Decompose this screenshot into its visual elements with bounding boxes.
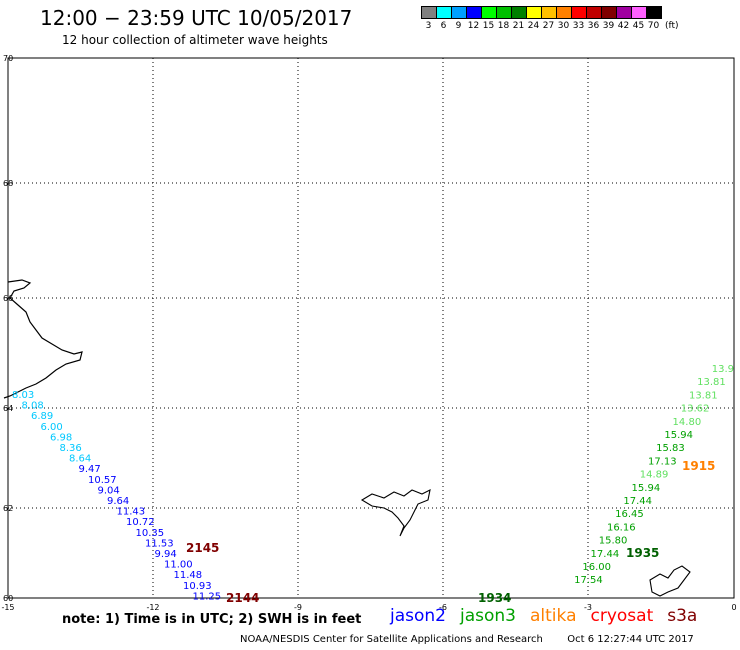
jason2-wave-value: 6.98 <box>50 432 72 443</box>
legend-label: 27 <box>542 21 555 31</box>
satellite-jason2-label: jason2 <box>390 606 446 626</box>
legend-label: 6 <box>440 21 447 31</box>
jason2-wave-value: 8.03 <box>12 390 34 401</box>
jason3-wave-value: 17.13 <box>648 456 677 467</box>
map-frame <box>7 57 735 599</box>
legend-label: 12 <box>467 21 480 31</box>
pass-time-marker: 2144 <box>226 591 259 605</box>
jason3-wave-value: 16.45 <box>615 509 644 520</box>
x-tick-label: -3 <box>584 603 592 612</box>
jason2-wave-value: 11.53 <box>145 538 174 549</box>
credit-text: NOAA/NESDIS Center for Satellite Applica… <box>240 634 543 645</box>
legend-label: 9 <box>455 21 462 31</box>
jason3-wave-value: 17.44 <box>591 549 620 560</box>
pass-time-marker: 1915 <box>682 459 715 473</box>
jason3-wave-value: 17.44 <box>623 496 652 507</box>
legend-label: 39 <box>602 21 615 31</box>
jason3-wave-value: 13.9 <box>712 364 734 375</box>
satellite-legend: jason2 jason3 altika cryosat s3a <box>390 606 711 626</box>
satellite-jason3-label: jason3 <box>460 606 516 626</box>
x-tick-label: -9 <box>294 603 302 612</box>
time-markers: 2145 1935 2144 1915 1934 <box>186 459 715 605</box>
page-title: 12:00 − 23:59 UTC 10/05/2017 <box>40 6 353 30</box>
jason2-wave-value: 11.43 <box>117 507 146 518</box>
jason2-wave-value: 10.72 <box>126 517 155 528</box>
jason2-wave-value: 6.00 <box>41 422 63 433</box>
jason2-wave-value: 11.48 <box>174 570 203 581</box>
legend-label: 15 <box>482 21 495 31</box>
x-tick-label: -15 <box>1 603 14 612</box>
jason3-wave-value: 16.16 <box>607 522 636 533</box>
jason2-wave-value: 9.47 <box>79 464 101 475</box>
jason2-wave-value: 8.08 <box>22 401 44 412</box>
jason2-wave-value: 8.36 <box>60 443 82 454</box>
y-tick-label: 66 <box>3 294 13 303</box>
jason2-wave-value: 10.57 <box>88 475 117 486</box>
jason2-wave-value: 9.04 <box>98 485 120 496</box>
legend-label: 42 <box>617 21 630 31</box>
jason3-wave-value: 17.54 <box>574 575 603 586</box>
jason2-wave-value: 6.89 <box>31 411 53 422</box>
jason2-wave-value: 10.93 <box>183 581 212 592</box>
color-legend <box>421 6 662 19</box>
jason3-wave-value: 15.80 <box>599 536 628 547</box>
lat-lon-grid <box>7 57 735 599</box>
legend-label: 70 <box>647 21 660 31</box>
legend-label: 30 <box>557 21 570 31</box>
altimeter-tracks: 8.038.086.896.006.988.368.649.4710.579.0… <box>12 364 734 602</box>
jason2-wave-value: 11.00 <box>164 560 193 571</box>
jason3-wave-value: 15.83 <box>656 443 685 454</box>
pass-time-marker: 1934 <box>478 591 511 605</box>
jason3-wave-value: 13.62 <box>681 404 710 415</box>
y-tick-label: 68 <box>3 179 13 188</box>
legend-swatch <box>646 6 662 19</box>
jason3-wave-value: 14.80 <box>673 417 702 428</box>
jason2-wave-value: 8.64 <box>69 454 91 465</box>
shetland-coastline <box>649 565 691 597</box>
jason2-wave-value: 11.25 <box>193 591 222 602</box>
axis-ticks: -15 -12 -9 -6 -3 0 70 68 66 64 62 60 <box>1 54 736 612</box>
track-time-label: 1935 <box>626 546 659 560</box>
x-tick-label: -12 <box>146 603 159 612</box>
color-legend-labels: 3 6 9 12 15 18 21 24 27 30 33 36 39 42 45 70 (ft) <box>421 21 679 31</box>
footer-note: note: 1) Time is in UTC; 2) SWH is in fe… <box>62 612 362 627</box>
faroe-islands-coastline <box>360 489 431 537</box>
jason3-wave-value: 15.94 <box>664 430 693 441</box>
footer-credit: NOAA/NESDIS Center for Satellite Applica… <box>240 634 694 645</box>
legend-label: 21 <box>512 21 525 31</box>
jason2-wave-value: 10.35 <box>136 528 165 539</box>
satellite-cryosat-label: cryosat <box>590 606 654 626</box>
legend-label: 18 <box>497 21 510 31</box>
jason2-wave-value: 9.64 <box>107 496 129 507</box>
generated-timestamp: Oct 6 12:27:44 UTC 2017 <box>567 634 694 645</box>
y-tick-label: 62 <box>3 504 13 513</box>
track-time-label: 2145 <box>186 541 219 555</box>
legend-label: 45 <box>632 21 645 31</box>
iceland-coastline <box>3 279 83 399</box>
jason3-wave-value: 15.94 <box>632 483 661 494</box>
jason2-wave-value: 9.94 <box>155 549 177 560</box>
legend-label: 33 <box>572 21 585 31</box>
legend-label: 24 <box>527 21 540 31</box>
x-tick-label: -6 <box>439 603 447 612</box>
jason3-wave-value: 13.81 <box>697 377 726 388</box>
jason3-wave-value: 13.81 <box>689 390 718 401</box>
legend-label: 3 <box>425 21 432 31</box>
jason3-wave-value: 16.00 <box>582 562 611 573</box>
y-tick-label: 60 <box>3 594 13 603</box>
satellite-s3a-label: s3a <box>667 606 698 626</box>
x-tick-label: 0 <box>731 603 736 612</box>
legend-label: 36 <box>587 21 600 31</box>
jason3-wave-value: 14.89 <box>640 470 669 481</box>
legend-unit: (ft) <box>665 21 679 31</box>
page-subtitle: 12 hour collection of altimeter wave hei… <box>62 33 328 47</box>
y-tick-label: 70 <box>3 54 13 63</box>
satellite-altika-label: altika <box>530 606 577 626</box>
y-tick-label: 64 <box>3 404 13 413</box>
